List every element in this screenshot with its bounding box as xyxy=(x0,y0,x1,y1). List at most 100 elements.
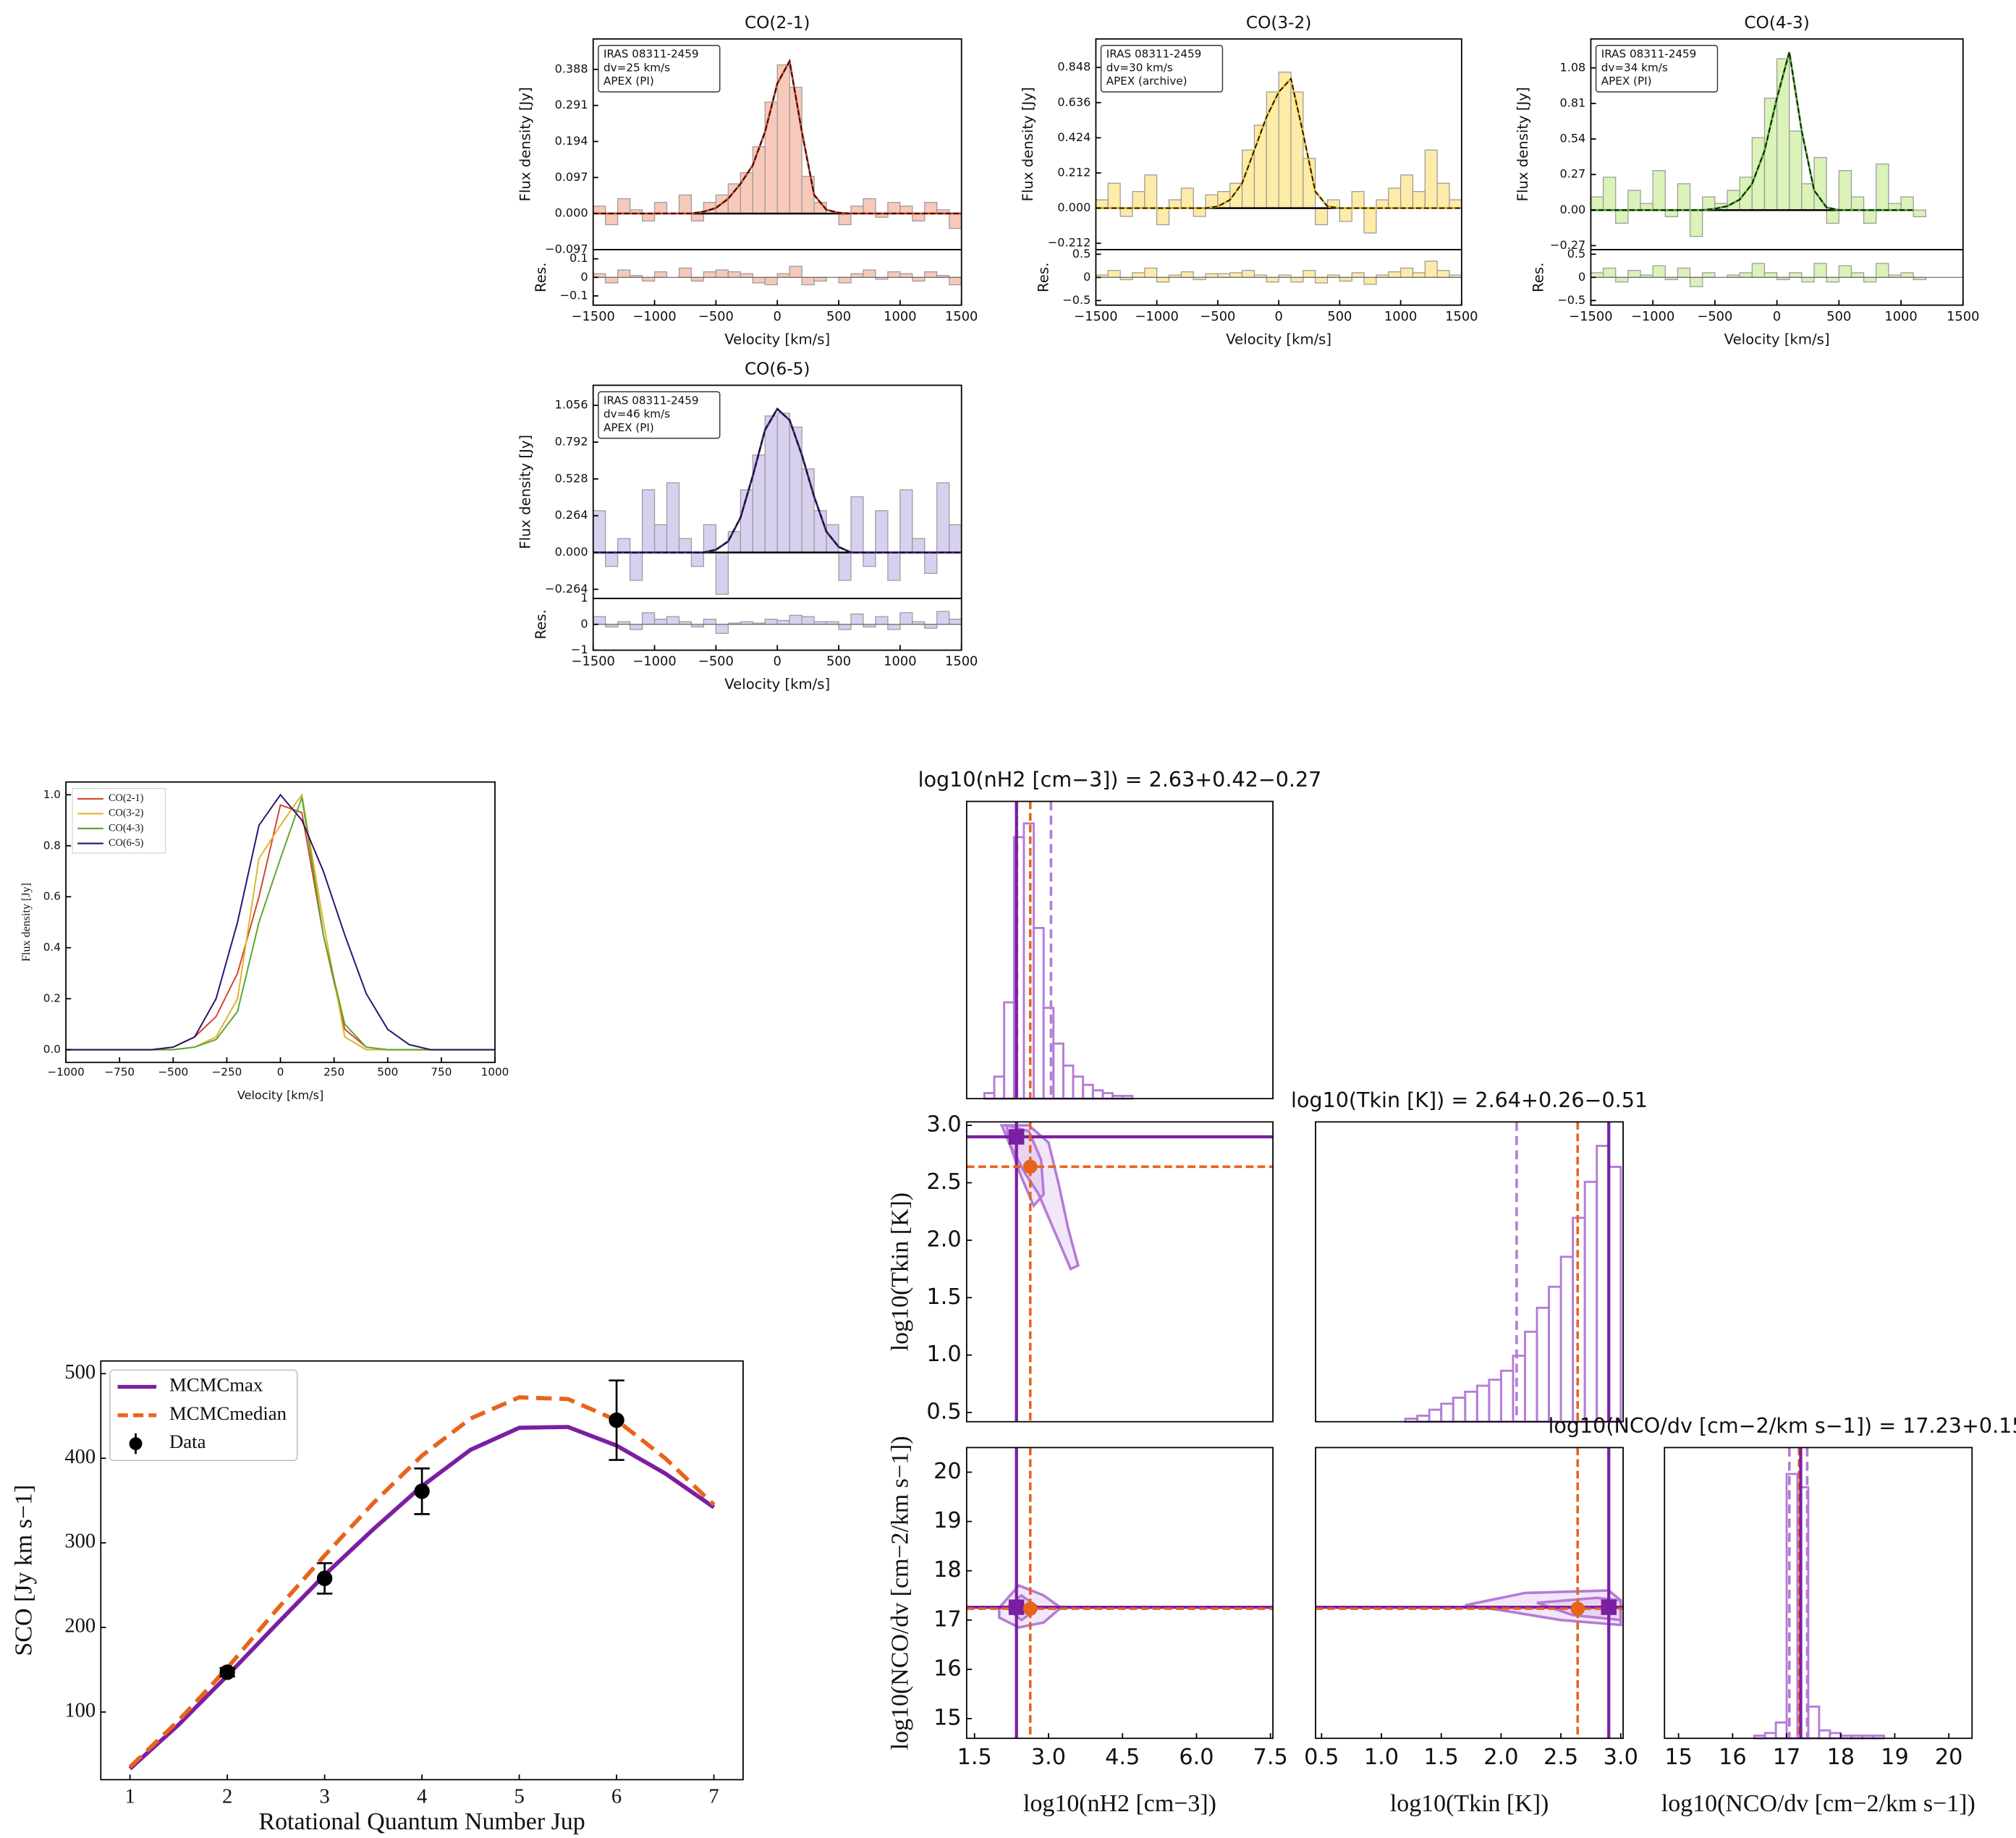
residual-bin xyxy=(653,619,668,625)
spectrum-bin xyxy=(899,489,913,554)
y-axis-label: Res. xyxy=(1035,263,1052,292)
x-tick-label: 1000 xyxy=(1384,309,1417,324)
residual-bin xyxy=(1339,276,1352,282)
y-tick-label: 1.0 xyxy=(43,788,61,801)
hist-bar xyxy=(1475,1384,1491,1423)
y-tick-label: 0.212 xyxy=(1057,166,1090,179)
residual-bin xyxy=(703,271,717,278)
hist-bar xyxy=(1818,1729,1831,1740)
y-tick-label: 1 xyxy=(580,591,588,605)
x-tick-label: 500 xyxy=(377,1065,398,1078)
residual-bin xyxy=(715,624,729,634)
y-tick-label: 0.8 xyxy=(43,839,61,852)
x-tick-label: 500 xyxy=(1327,309,1352,324)
residual-bin xyxy=(924,271,938,278)
x-tick-label: 20 xyxy=(1935,1745,1963,1770)
spectrum-bin xyxy=(703,524,717,554)
x-tick-label: −1500 xyxy=(1074,309,1117,324)
x-tick-label: 0.5 xyxy=(1304,1745,1339,1770)
x-axis-label: log10(NCO/dv [cm−2/km s−1]) xyxy=(1661,1790,1975,1817)
spectrum-bin xyxy=(875,510,889,554)
residual-bin xyxy=(801,616,815,625)
plot-frame xyxy=(1315,1447,1624,1740)
spectrum-bin xyxy=(641,213,656,221)
x-tick-label: −1500 xyxy=(572,654,615,669)
fit-line-total xyxy=(593,407,962,554)
x-tick-label: 6.0 xyxy=(1179,1745,1214,1770)
residual-bin xyxy=(1801,276,1815,283)
y-tick-label: 0.000 xyxy=(1057,200,1090,214)
residual-bin xyxy=(617,269,631,278)
residual-bin xyxy=(764,619,778,625)
hist-bar xyxy=(1003,1001,1015,1100)
chart-title: CO(2-1) xyxy=(745,13,810,33)
x-tick-label: 19 xyxy=(1881,1745,1909,1770)
residual-bin xyxy=(1156,276,1170,283)
median-point xyxy=(1022,1601,1038,1616)
y-tick-label: 0.1 xyxy=(569,251,588,265)
spectrum-bin xyxy=(1739,177,1753,211)
spectrum-bin xyxy=(1156,207,1170,226)
residual-bin xyxy=(641,612,656,625)
x-tick-label: 1.0 xyxy=(1364,1745,1399,1770)
spectrum-bin xyxy=(1590,196,1604,211)
spectrum-bin xyxy=(949,213,962,229)
x-tick-label: 16 xyxy=(1719,1745,1747,1770)
residual-bin xyxy=(703,619,717,625)
legend-label: CO(4-3) xyxy=(109,822,144,834)
spectrum-bin xyxy=(617,538,631,554)
x-tick-label: 1000 xyxy=(884,309,916,324)
spectrum-bin xyxy=(1850,196,1865,211)
residual-bin xyxy=(1838,265,1852,278)
x-tick-label: −250 xyxy=(212,1065,242,1078)
y-tick-label: 0.848 xyxy=(1057,60,1090,74)
spectrum-bin xyxy=(912,538,926,554)
spectrum-bin xyxy=(1119,207,1133,217)
spectrum-bin xyxy=(1132,191,1145,209)
residual-bin xyxy=(887,624,901,630)
x-tick-label: 2 xyxy=(222,1786,232,1808)
x-tick-label: 1 xyxy=(125,1786,135,1808)
annotation: dv=46 km/s xyxy=(603,407,670,420)
residual-bin xyxy=(899,273,913,278)
plot-frame xyxy=(1664,1447,1973,1740)
residual-bin xyxy=(727,271,741,278)
residual-bin xyxy=(1144,267,1158,278)
annotation: IRAS 08311-2459 xyxy=(1106,48,1202,61)
y-axis-label: Flux density [Jy] xyxy=(517,87,533,201)
residual-bin xyxy=(813,621,827,625)
annotation-box xyxy=(598,391,721,439)
annotation: APEX (archive) xyxy=(1106,75,1187,88)
hist-bar xyxy=(1774,1721,1788,1740)
y-tick-label: 0.00 xyxy=(1560,203,1586,216)
y-tick-label: 0.27 xyxy=(1560,167,1586,181)
x-tick-label: 250 xyxy=(323,1065,344,1078)
y-tick-label: 0.264 xyxy=(555,508,588,522)
x-tick-label: −500 xyxy=(698,309,734,324)
y-tick-label: 1.5 xyxy=(926,1284,961,1310)
y-tick-label: 0.54 xyxy=(1560,132,1586,145)
x-tick-label: 1000 xyxy=(884,654,916,669)
residual-bin xyxy=(641,276,656,282)
x-tick-label: 4.5 xyxy=(1105,1745,1140,1770)
spectrum-bin xyxy=(727,183,741,214)
residual-bin xyxy=(838,624,852,630)
hist-bar xyxy=(1548,1285,1562,1423)
y-tick-label: 1.056 xyxy=(555,398,588,412)
x-tick-label: −1000 xyxy=(47,1065,84,1078)
x-tick-label: 1.5 xyxy=(957,1745,992,1770)
spectrum-bin xyxy=(936,482,950,554)
residual-bin xyxy=(1627,270,1641,278)
hist-bar xyxy=(1428,1408,1443,1423)
hist-bar xyxy=(1033,927,1045,1100)
y-tick-label: 2.0 xyxy=(926,1227,961,1252)
x-axis-label: Velocity [km/s] xyxy=(724,331,830,347)
spectrum-bin xyxy=(1266,91,1279,209)
residual-bin xyxy=(678,267,693,278)
hist-bar xyxy=(983,1092,996,1100)
spectrum-bin xyxy=(1168,199,1182,209)
spectrum-bin xyxy=(1789,130,1803,211)
spectrum-bin xyxy=(1863,209,1877,224)
x-tick-label: 7 xyxy=(708,1786,719,1808)
hist-bar xyxy=(1499,1369,1515,1423)
